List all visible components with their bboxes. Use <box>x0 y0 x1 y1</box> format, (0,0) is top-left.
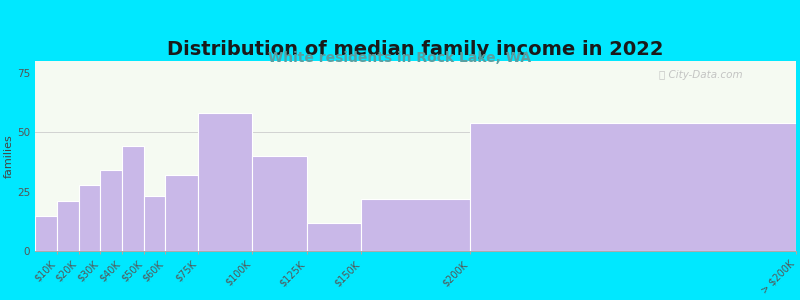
Y-axis label: families: families <box>4 134 14 178</box>
Title: Distribution of median family income in 2022: Distribution of median family income in … <box>167 40 664 59</box>
Bar <box>253 156 306 251</box>
Bar <box>361 199 470 251</box>
Bar <box>78 184 100 251</box>
Bar <box>306 223 361 251</box>
Bar <box>470 123 796 251</box>
Text: ⓘ City-Data.com: ⓘ City-Data.com <box>659 70 742 80</box>
Bar <box>198 113 253 251</box>
Bar <box>166 175 198 251</box>
Bar <box>57 201 78 251</box>
Bar <box>122 146 144 251</box>
Bar <box>35 215 57 251</box>
Bar <box>100 170 122 251</box>
Text: White residents in Rock Lake, WA: White residents in Rock Lake, WA <box>269 51 531 65</box>
Bar <box>144 196 166 251</box>
